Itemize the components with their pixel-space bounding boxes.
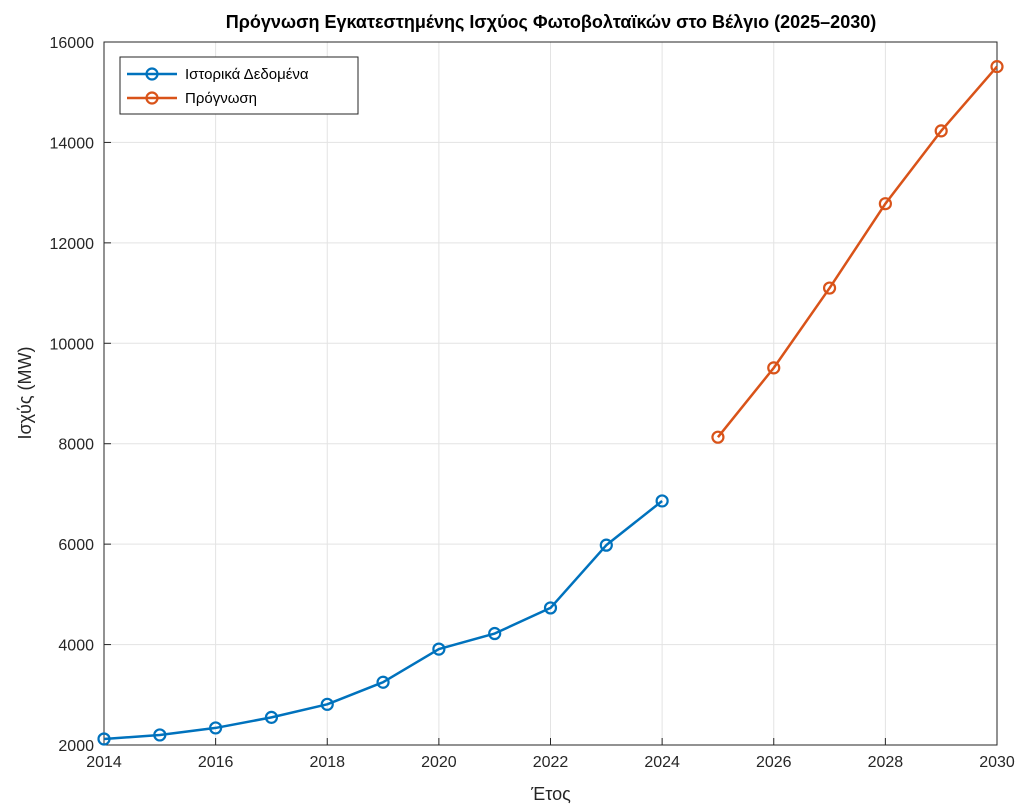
data-point bbox=[822, 281, 837, 295]
data-point bbox=[376, 675, 390, 689]
data-point bbox=[153, 728, 167, 742]
x-tick-label: 2030 bbox=[979, 754, 1015, 771]
data-point bbox=[599, 538, 613, 552]
data-point bbox=[711, 430, 725, 444]
series-line bbox=[716, 65, 998, 438]
legend-box bbox=[119, 56, 359, 115]
x-tick-label: 2026 bbox=[756, 754, 792, 771]
data-point bbox=[878, 197, 892, 211]
data-series bbox=[97, 60, 1004, 746]
grid-lines bbox=[104, 42, 997, 745]
y-axis-title: Ισχύς (MW) bbox=[15, 346, 35, 439]
y-tick-label: 2000 bbox=[58, 738, 94, 755]
y-tick-label: 10000 bbox=[50, 336, 95, 353]
series-line bbox=[103, 499, 663, 741]
x-tick-label: 2016 bbox=[198, 754, 234, 771]
legend: Ιστορικά Δεδομένα Πρόγνωση bbox=[119, 56, 359, 115]
x-tick-label: 2014 bbox=[86, 754, 122, 771]
legend-label-historical: Ιστορικά Δεδομένα bbox=[185, 66, 309, 83]
x-tick-label: 2024 bbox=[644, 754, 680, 771]
y-tick-label: 6000 bbox=[58, 537, 94, 554]
legend-label-forecast: Πρόγνωση bbox=[185, 90, 257, 107]
data-point bbox=[432, 642, 446, 656]
axis-ticks: 2014 2016 2018 2020 2022 2024 2026 2028 2030 2000… bbox=[50, 35, 1015, 771]
data-point bbox=[543, 601, 558, 615]
data-point bbox=[209, 721, 223, 735]
y-tick-label: 14000 bbox=[50, 135, 95, 152]
y-tick-label: 12000 bbox=[50, 236, 95, 253]
legend-marker-historical bbox=[145, 67, 159, 81]
data-point bbox=[488, 626, 502, 641]
y-tick-label: 16000 bbox=[50, 35, 95, 52]
chart-title: Πρόγνωση Εγκατεστημένης Ισχύος Φωτοβολτα… bbox=[226, 12, 876, 32]
y-tick-label: 4000 bbox=[58, 638, 94, 655]
legend-marker-forecast bbox=[145, 91, 159, 105]
series-forecast bbox=[711, 60, 1004, 444]
x-tick-label: 2018 bbox=[309, 754, 345, 771]
x-axis-title: Έτος bbox=[530, 784, 571, 804]
data-point bbox=[320, 697, 334, 711]
x-tick-label: 2020 bbox=[421, 754, 457, 771]
data-point bbox=[655, 494, 669, 508]
data-point bbox=[97, 732, 111, 746]
x-tick-label: 2022 bbox=[533, 754, 569, 771]
legend-entry-forecast: Πρόγνωση bbox=[127, 90, 257, 107]
x-tick-label: 2028 bbox=[868, 754, 904, 771]
legend-entry-historical: Ιστορικά Δεδομένα bbox=[127, 66, 309, 83]
data-point bbox=[990, 60, 1004, 74]
y-tick-label: 8000 bbox=[58, 437, 94, 454]
data-point bbox=[264, 710, 279, 724]
series-historical bbox=[97, 494, 669, 746]
data-point bbox=[767, 361, 781, 375]
data-point bbox=[934, 124, 948, 138]
